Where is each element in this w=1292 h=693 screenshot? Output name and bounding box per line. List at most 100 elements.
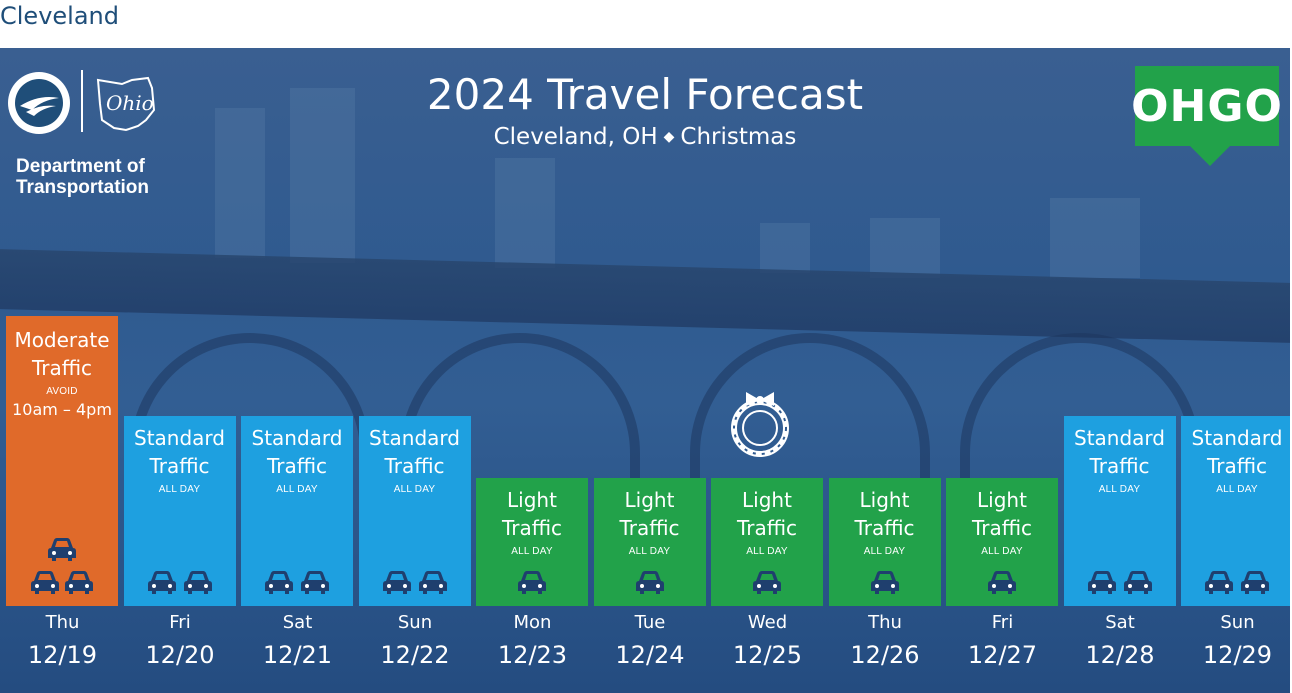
traffic-level-bar: Light Traffic ALL DAY [828,478,941,606]
car-icon [382,569,412,600]
traffic-level-label: Standard Traffic [359,424,471,480]
ohio-state-outline-logo: Ohio [92,74,172,134]
car-icons [6,536,118,600]
day-of-week: Wed [747,612,788,633]
day-date: 12/29 [1202,641,1273,669]
traffic-note: ALL DAY [511,546,553,557]
traffic-note: ALL DAY [1216,484,1258,495]
day-of-week: Sat [1105,612,1135,633]
car-icon [752,569,782,600]
travel-forecast-infographic: Ohio Department of Transportation 2024 T… [0,48,1290,693]
building-silhouette [1050,198,1140,278]
traffic-level-bar: Light Traffic ALL DAY [711,478,823,606]
car-icons [829,569,941,600]
ohgo-logo-pointer [1188,144,1232,166]
car-icons [594,569,706,600]
traffic-level-word: Light [859,488,910,512]
traffic-note: ALL DAY [746,546,788,557]
traffic-note: ALL DAY [1098,484,1141,495]
car-icons [711,569,823,600]
dept-line-1: Department of [16,156,145,177]
building-silhouette [870,218,940,278]
car-icons [359,569,471,600]
odot-logo-icon [8,72,70,134]
dept-line-2: Transportation [16,177,150,198]
traffic-level-bar: Standard Traffic ALL DAY [1063,416,1176,606]
logo-divider [81,70,83,132]
day-date: 12/20 [145,641,215,669]
day-date: 12/26 [850,641,920,669]
traffic-level-word: Standard [1191,426,1283,450]
traffic-level-word: Moderate [14,328,110,352]
building-silhouette [495,158,555,268]
car-icon [47,536,77,567]
day-column: Light Traffic ALL DAY [828,478,941,606]
ohgo-logo: OHGO [1131,66,1282,146]
day-of-week: Sat [282,612,313,633]
day-of-week: Tue [634,612,666,633]
traffic-level-word: Light [507,488,557,512]
traffic-level-bar: Standard Traffic ALL DAY [358,416,471,606]
traffic-note: ALL DAY [158,484,201,495]
day-of-week: Sun [1220,612,1255,633]
day-column: Moderate Traffic AVOID 10am – 4pm [6,316,118,606]
traffic-level-label: Light Traffic [476,486,588,542]
traffic-level-word: Light [742,488,792,512]
building-silhouette [290,88,355,263]
traffic-level-word: Light [977,488,1027,512]
building-silhouette [760,223,810,273]
car-icon [300,569,330,600]
traffic-level-label: Standard Traffic [1064,424,1176,480]
forecast-subtitle: Cleveland, OH ◆ Christmas [0,124,1290,150]
department-name: Department of Transportation [16,156,196,198]
day-of-week: Thu [45,612,80,633]
building-silhouette [215,108,265,258]
traffic-word: Traffic [736,516,798,540]
traffic-word: Traffic [149,454,210,478]
car-icons [476,569,588,600]
traffic-level-label: Standard Traffic [241,424,353,480]
traffic-level-label: Light Traffic [829,486,941,542]
car-icon [987,569,1017,600]
car-icon [635,569,665,600]
traffic-level-label: Light Traffic [946,486,1058,542]
traffic-level-label: Standard Traffic [1181,424,1290,480]
car-icon [1087,569,1117,600]
car-icon [183,569,213,600]
traffic-level-word: Standard [369,426,460,450]
traffic-level-label: Standard Traffic [124,424,236,480]
traffic-word: Traffic [854,516,915,540]
day-date: 12/19 [27,641,98,669]
car-icon [64,569,94,600]
day-date: 12/28 [1085,641,1155,669]
day-column: Standard Traffic ALL DAY [358,416,471,606]
car-icons [1181,569,1290,600]
traffic-note: ALL DAY [863,546,906,557]
traffic-level-bar: Standard Traffic ALL DAY [1181,416,1290,606]
wreath-icon [722,386,798,462]
car-icons [946,569,1058,600]
page-heading: Cleveland [0,2,119,30]
subtitle-location: Cleveland, OH [493,124,658,150]
subtitle-holiday: Christmas [680,124,797,150]
traffic-level-label: Light Traffic [594,486,706,542]
day-column: Standard Traffic ALL DAY [1181,416,1290,606]
day-column: Light Traffic ALL DAY [593,478,706,606]
traffic-word: Traffic [266,454,328,478]
traffic-level-label: Moderate Traffic [6,326,118,382]
car-icon [147,569,177,600]
day-of-week: Sun [397,612,433,633]
avoid-time-range: 10am – 4pm [12,400,112,419]
day-date: 12/24 [615,641,685,669]
day-date: 12/21 [262,641,333,669]
day-column: Light Traffic ALL DAY [711,478,823,606]
traffic-level-word: Standard [1074,426,1165,450]
traffic-word: Traffic [971,516,1033,540]
traffic-note: ALL DAY [393,484,436,495]
car-icons [1064,569,1176,600]
odot-logo: Ohio Department of Transportation [8,66,178,198]
traffic-level-bar: Light Traffic ALL DAY [593,478,706,606]
traffic-word: Traffic [619,516,680,540]
day-column: Standard Traffic ALL DAY [123,416,236,606]
traffic-word: Traffic [1089,454,1150,478]
